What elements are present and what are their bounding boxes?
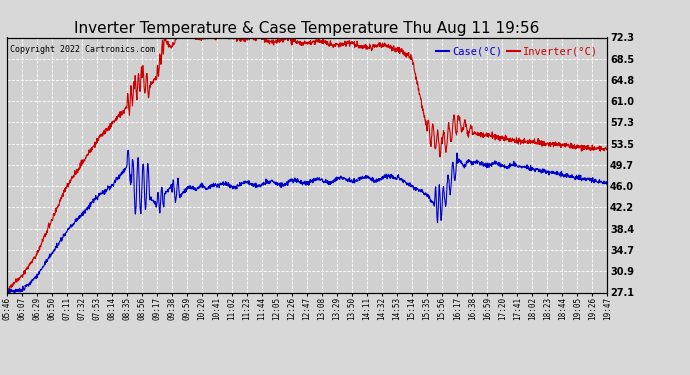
Title: Inverter Temperature & Case Temperature Thu Aug 11 19:56: Inverter Temperature & Case Temperature … bbox=[75, 21, 540, 36]
Text: Copyright 2022 Cartronics.com: Copyright 2022 Cartronics.com bbox=[10, 45, 155, 54]
Legend: Case(°C), Inverter(°C): Case(°C), Inverter(°C) bbox=[432, 43, 602, 61]
